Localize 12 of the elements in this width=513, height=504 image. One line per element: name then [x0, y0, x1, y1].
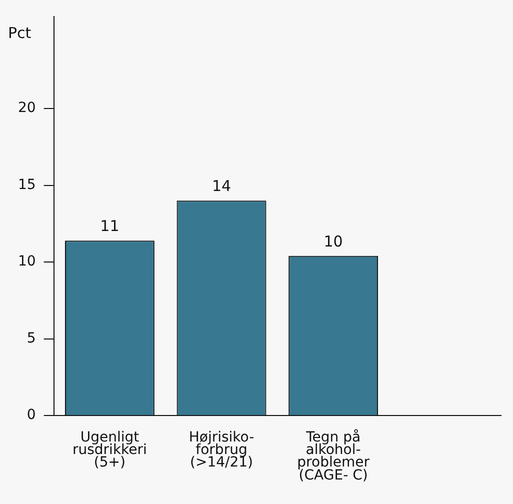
data-label: 14 [212, 177, 232, 196]
x-tick-label: Tegn på alkohol- problemer (CAGE- C) [297, 428, 370, 484]
y-tick-label: 5 [26, 330, 36, 346]
y-tick-label: 15 [18, 176, 36, 193]
data-label: 11 [100, 216, 120, 235]
y-tick-label: 0 [26, 407, 36, 424]
data-label: 10 [324, 232, 343, 250]
y-tick-label: 20 [18, 100, 36, 116]
x-tick-label: Ugenligt rusdrikkeri (5+) [72, 430, 147, 471]
y-axis-title: Pct [8, 24, 32, 42]
x-tick-label: Højrisiko- forbrug (>14/21) [188, 430, 254, 471]
y-tick-label: 10 [18, 254, 36, 270]
